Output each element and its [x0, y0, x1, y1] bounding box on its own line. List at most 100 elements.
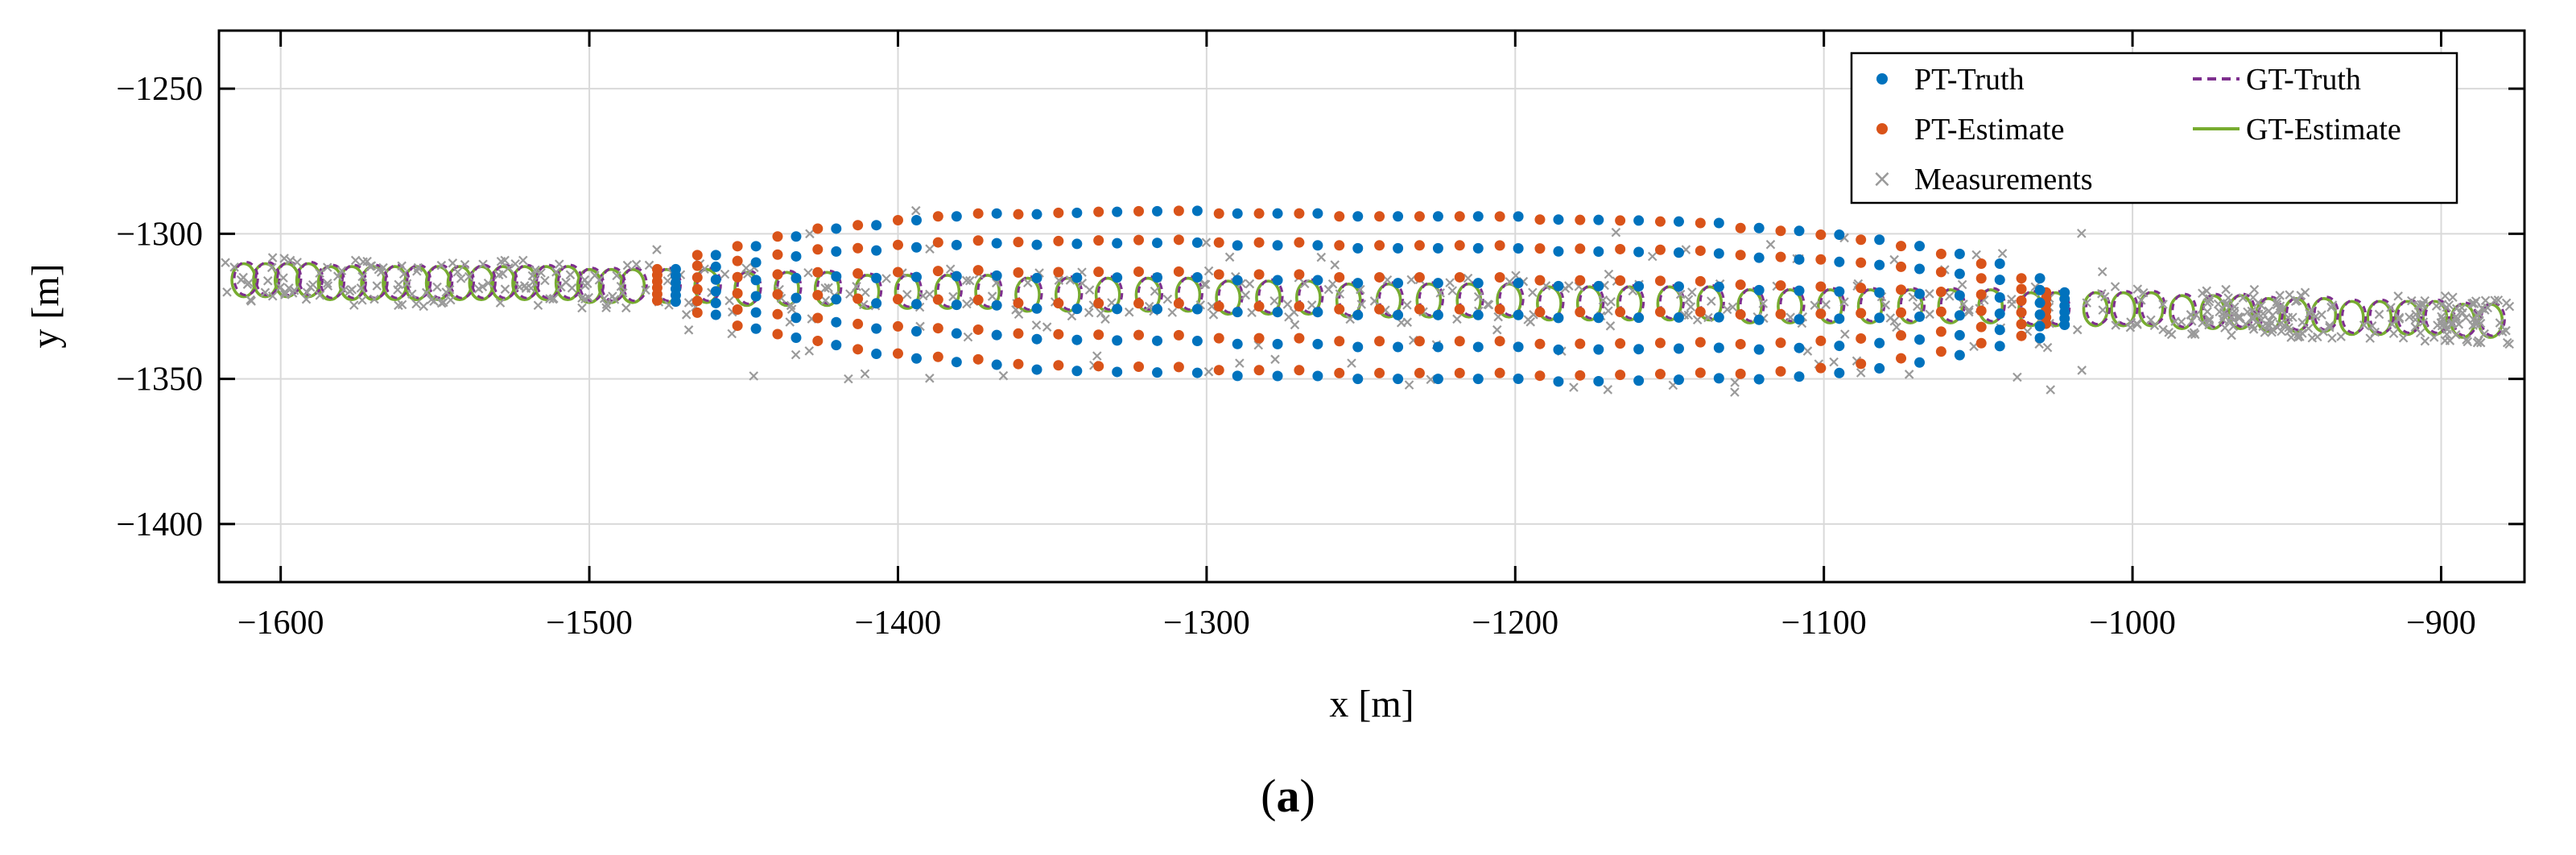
gt-estimate-ellipse [446, 265, 473, 302]
pt-estimate-point [732, 255, 743, 266]
measurement-point [2490, 295, 2500, 305]
measurement-point [622, 260, 633, 271]
gt-truth-ellipse [298, 261, 324, 297]
pt-truth-point [1232, 338, 1243, 349]
measurement-point [1404, 380, 1414, 390]
pt-estimate-point [1654, 369, 1666, 380]
measurement-point [1606, 296, 1616, 307]
measurement-point [260, 287, 270, 298]
gt-truth-ellipse [857, 272, 883, 308]
pt-estimate-point [1494, 336, 1505, 347]
gt-estimate-ellipse [1134, 276, 1162, 313]
gt-estimate-ellipse [813, 271, 840, 308]
measurement-point [577, 303, 587, 313]
gt-estimate-ellipse [974, 274, 1001, 310]
measurement-point [2198, 288, 2207, 299]
pt-truth-point [1432, 242, 1443, 254]
pt-estimate-point [1775, 366, 1786, 377]
gt-estimate-ellipse [316, 265, 344, 302]
pt-estimate-point [1374, 211, 1385, 222]
pt-estimate-point [1654, 337, 1666, 349]
measurement-point [1335, 289, 1345, 299]
pt-estimate-point [2016, 319, 2027, 330]
measurement-point [1957, 279, 1967, 290]
pt-truth-point [871, 298, 882, 309]
measurement-point [1290, 320, 1300, 330]
pt-truth-point [2034, 320, 2046, 332]
measurement-point [860, 369, 870, 379]
pt-estimate-point [772, 289, 783, 300]
pt-estimate-point [1935, 326, 1946, 337]
measurement-point [1323, 284, 1334, 295]
measurement-point [432, 282, 442, 292]
measurement-point [1569, 382, 1579, 392]
pt-truth-point [1112, 238, 1123, 249]
pt-estimate-point [1975, 305, 1987, 316]
pt-estimate-point [1013, 328, 1024, 339]
measurement-point [2177, 316, 2186, 327]
pt-estimate-point [812, 312, 824, 324]
measurement-point [1611, 227, 1621, 238]
measurement-point [617, 287, 628, 298]
pt-estimate-point [732, 304, 743, 315]
measurement-point [2325, 322, 2334, 332]
pt-truth-point [1352, 242, 1364, 254]
pt-truth-point [1312, 275, 1323, 286]
pt-truth-point [1673, 247, 1684, 258]
pt-truth-point [1513, 341, 1524, 353]
pt-truth-point [1112, 304, 1123, 315]
pt-estimate-point [1334, 304, 1345, 315]
pt-estimate-point [1575, 243, 1586, 254]
gt-truth-ellipse [736, 269, 762, 305]
pt-truth-point [991, 359, 1002, 370]
pt-estimate-point [691, 272, 703, 283]
gt-truth-ellipse [655, 266, 683, 303]
measurement-point [347, 284, 357, 295]
pt-estimate-point [732, 271, 743, 283]
measurement-point [1810, 300, 1820, 310]
measurement-point [332, 271, 343, 281]
pt-truth-point [1794, 285, 1805, 296]
measurement-point [477, 282, 488, 291]
pt-truth-point [951, 239, 962, 250]
measurement-point [2386, 303, 2396, 312]
pt-estimate-point [1735, 338, 1746, 349]
measurement-point [565, 270, 576, 280]
pt-truth-point [791, 312, 802, 324]
pt-estimate-point [1654, 244, 1666, 255]
pt-truth-point [1432, 374, 1443, 385]
gt-truth-ellipse [1377, 281, 1405, 317]
measurement-point [536, 268, 546, 278]
measurement-point [2444, 300, 2454, 310]
measurement-point [1945, 291, 1955, 301]
pt-estimate-point [1013, 209, 1024, 220]
measurement-point [683, 298, 694, 308]
pt-truth-point [1312, 208, 1323, 219]
pt-estimate-point [1935, 266, 1946, 278]
pt-truth-point [1393, 309, 1404, 320]
measurement-point [1963, 307, 1974, 317]
pt-estimate-point [1454, 367, 1465, 378]
pt-estimate-point [972, 295, 984, 306]
measurement-point [412, 266, 422, 276]
measurement-point [322, 279, 332, 288]
pt-truth-point [871, 349, 882, 360]
measurement-point [1785, 312, 1795, 322]
pt-estimate-point [1133, 329, 1145, 341]
pt-truth-point [910, 271, 922, 283]
measurement-point [407, 289, 417, 299]
measurement-point [397, 261, 407, 271]
pt-estimate-point [1454, 304, 1465, 315]
pt-estimate-point [1213, 300, 1224, 312]
measurement-point [2229, 306, 2240, 316]
measurement-point [2275, 291, 2285, 300]
measurement-point [2198, 318, 2207, 328]
gt-estimate-ellipse [1375, 282, 1402, 319]
measurement-point [1839, 297, 1849, 307]
measurement-point [1247, 308, 1257, 317]
pt-truth-point [871, 245, 882, 256]
pt-estimate-point [1935, 248, 1946, 259]
gt-truth-ellipse [936, 272, 963, 308]
measurement-point [527, 271, 538, 281]
pt-truth-point [1673, 312, 1684, 323]
